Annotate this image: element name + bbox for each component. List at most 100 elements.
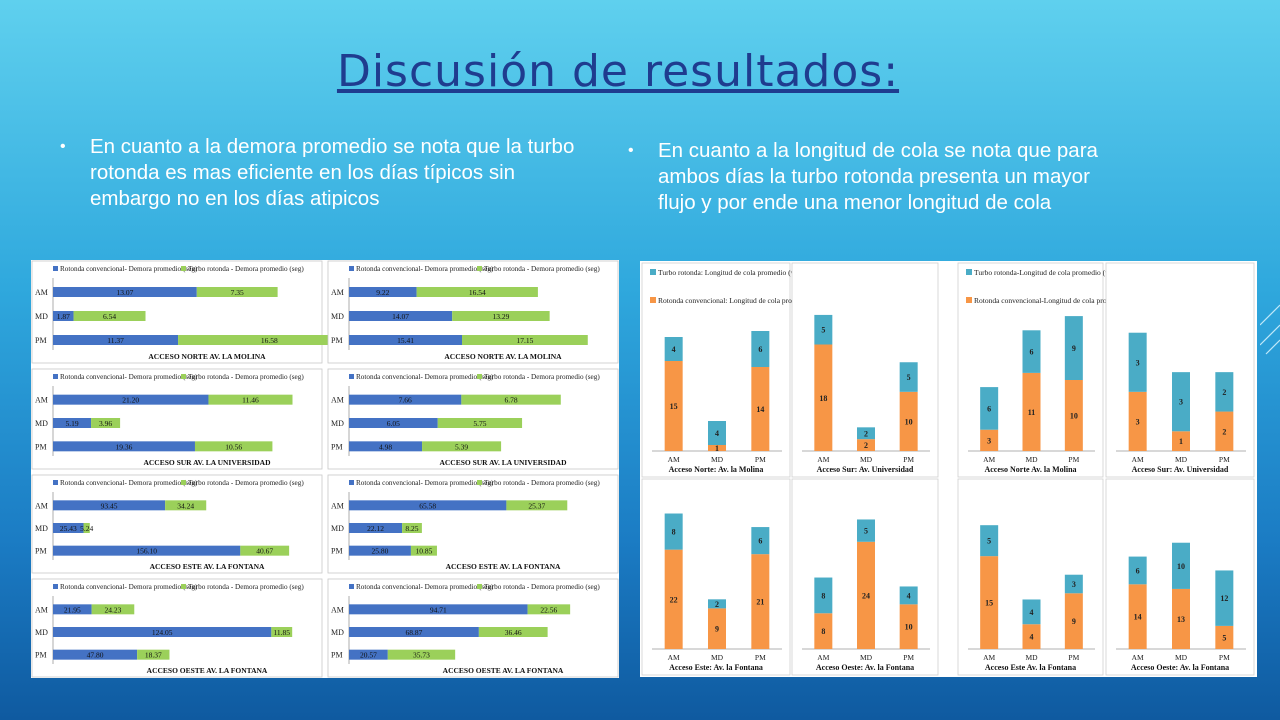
delay-chart: Rotonda convencional- Demora promedio (s… xyxy=(31,368,323,470)
bar xyxy=(53,394,209,405)
data-label: 6.05 xyxy=(387,419,400,428)
data-label: 11.46 xyxy=(242,396,259,405)
tick-label: MD xyxy=(331,628,344,637)
legend-swatch xyxy=(966,269,972,275)
data-label: 4 xyxy=(907,591,911,600)
tick-label: AM xyxy=(35,605,48,614)
data-label: 15 xyxy=(985,599,993,608)
data-label: 25.37 xyxy=(528,501,545,510)
bar xyxy=(83,523,90,533)
chart-title: ACCESO SUR AV. LA UNIVERSIDAD xyxy=(439,458,567,467)
bar xyxy=(1172,372,1190,432)
bar xyxy=(194,441,273,452)
delay-chart: Rotonda convencional- Demora promedio (s… xyxy=(327,578,619,678)
data-label: 24 xyxy=(862,591,870,600)
data-label: 156.10 xyxy=(136,547,157,556)
bar xyxy=(506,500,568,511)
data-label: 6.78 xyxy=(505,396,518,405)
tick-label: AM xyxy=(331,288,344,297)
data-label: 15.41 xyxy=(397,336,414,345)
data-label: 7.66 xyxy=(399,396,412,405)
bar xyxy=(980,429,999,451)
bar xyxy=(1064,316,1083,380)
tick-label: AM xyxy=(331,501,344,510)
tick-label: AM xyxy=(983,653,995,662)
bar xyxy=(53,335,179,345)
legend-label: Rotonda convencional- Demora promedio (s… xyxy=(356,583,494,591)
legend-label: Turbo rotonda - Demora promedio (seg) xyxy=(188,373,304,381)
bar xyxy=(349,311,453,321)
bullet-left-text: En cuanto a la demora promedio se nota q… xyxy=(90,135,575,210)
tick-label: MD xyxy=(1025,455,1038,464)
chart-title: Acceso Oeste: Av. la Fontana xyxy=(1131,663,1229,672)
tick-label: PM xyxy=(903,455,914,464)
data-label: 9.22 xyxy=(376,288,389,297)
tick-label: MD xyxy=(1175,653,1188,662)
bar xyxy=(402,523,422,533)
bar xyxy=(1128,332,1147,392)
data-label: 124.05 xyxy=(152,628,173,637)
delay-charts-svg: Rotonda convencional- Demora promedio (s… xyxy=(31,260,619,678)
data-label: 4 xyxy=(715,429,719,438)
bar xyxy=(708,421,726,445)
chart-title: ACCESO SUR AV. LA UNIVERSIDAD xyxy=(143,458,271,467)
tick-label: MD xyxy=(35,419,48,428)
data-label: 3 xyxy=(987,436,991,445)
legend-swatch xyxy=(349,480,354,485)
bar xyxy=(1172,431,1190,451)
legend-swatch xyxy=(650,269,656,275)
chart-title: ACCESO ESTE AV. LA FONTANA xyxy=(446,562,561,571)
bar xyxy=(462,335,588,345)
data-label: 9 xyxy=(715,625,719,634)
tick-label: PM xyxy=(35,336,47,345)
bar xyxy=(814,613,833,649)
legend-swatch xyxy=(349,266,354,271)
data-label: 4 xyxy=(1030,633,1034,642)
data-label: 19.36 xyxy=(116,442,133,451)
bar xyxy=(857,427,875,440)
data-label: 5 xyxy=(864,527,868,536)
bullet-left: • En cuanto a la demora promedio se nota… xyxy=(60,134,585,212)
bar xyxy=(73,311,146,321)
bar xyxy=(814,314,833,345)
legend-swatch xyxy=(477,480,482,485)
data-label: 22.12 xyxy=(367,524,384,533)
data-label: 1 xyxy=(715,444,719,453)
legend-label: Turbo rotonda - Demora promedio (seg) xyxy=(484,265,600,273)
data-label: 5 xyxy=(907,373,911,382)
chart-title: ACCESO ESTE AV. LA FONTANA xyxy=(150,562,265,571)
bar xyxy=(664,513,683,550)
bar xyxy=(899,604,918,649)
bar xyxy=(980,556,999,649)
tick-label: MD xyxy=(331,312,344,321)
bullet-right: • En cuanto a la longitud de cola se not… xyxy=(628,138,1133,216)
data-label: 16.54 xyxy=(469,288,486,297)
bar xyxy=(751,527,770,555)
data-label: 6 xyxy=(758,345,762,354)
data-label: 2 xyxy=(1222,427,1226,436)
bar xyxy=(478,627,548,637)
bar xyxy=(751,331,770,367)
chart-title: Acceso Norte Av. la Molina xyxy=(984,465,1076,474)
data-label: 13.07 xyxy=(116,288,133,297)
bar xyxy=(53,311,74,321)
delay-chart: Rotonda convencional- Demora promedio (s… xyxy=(327,260,619,364)
legend-swatch xyxy=(181,374,186,379)
chart-title: ACCESO OESTE AV. LA FONTANA xyxy=(147,666,268,675)
tick-label: MD xyxy=(35,312,48,321)
bar xyxy=(899,391,918,451)
bar xyxy=(1215,570,1234,626)
data-label: 34.24 xyxy=(177,501,194,510)
legend-swatch xyxy=(966,297,972,303)
bar xyxy=(349,394,462,405)
data-label: 3.96 xyxy=(99,419,112,428)
bar xyxy=(461,394,561,405)
tick-label: PM xyxy=(35,547,47,556)
data-label: 3 xyxy=(1136,417,1140,426)
legend-label: Turbo rotonda - Demora promedio (seg) xyxy=(484,373,600,381)
data-label: 22 xyxy=(670,595,678,604)
data-label: 22.56 xyxy=(540,605,557,614)
data-label: 3 xyxy=(1136,358,1140,367)
chart-title: Acceso Norte: Av. la Molina xyxy=(669,465,764,474)
data-label: 2 xyxy=(864,429,868,438)
